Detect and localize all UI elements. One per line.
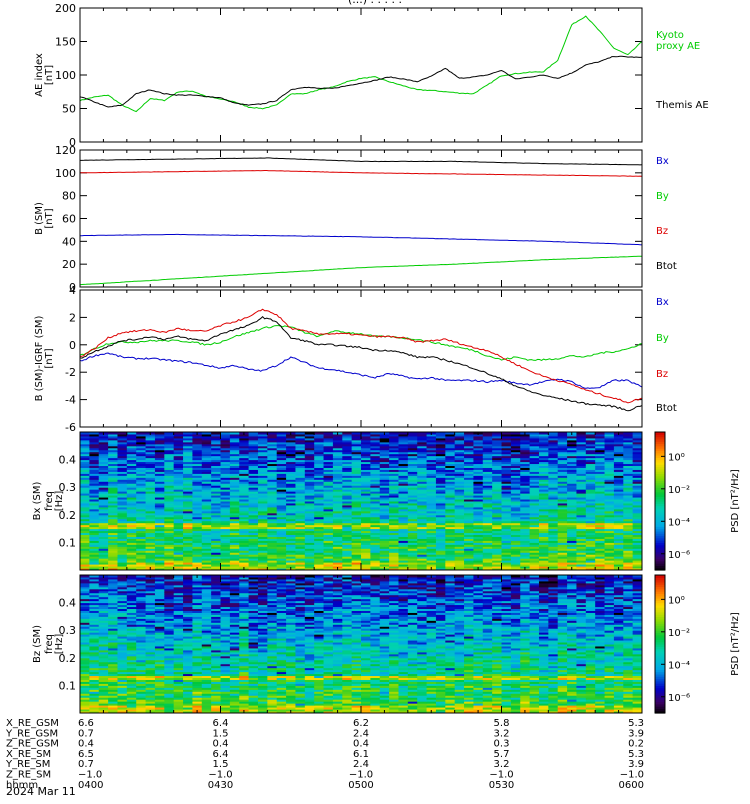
y-tick-label: -6 [65,421,76,434]
y-tick-label: 100 [55,69,76,82]
colorbar-tick-label: 10⁻⁶ [668,550,690,561]
legend-entry: By [656,333,669,344]
y-tick-label: 0.4 [59,454,77,467]
y-tick-label: 0.4 [59,597,77,610]
y-tick-label: -2 [65,366,76,379]
spectrogram-cells [80,432,643,571]
colorbar-tick-label: 10⁰ [668,452,685,463]
legend-entry: Btot [656,261,677,272]
bz-spectrogram-panel: 0.10.20.30.4Bz (SM)freq[Hz]10⁰10⁻²10⁻⁴10… [32,575,741,714]
panel-frame [80,150,642,287]
y-tick-label: 80 [62,190,76,203]
y-tick-label: -4 [65,394,76,407]
legend-entry: By [656,191,669,202]
panel-frame [80,290,642,427]
series-group [80,309,642,411]
y-axis-unit: [nT] [44,65,55,85]
series-line-bx [80,353,642,388]
colorbar-tick-label: 10⁻⁴ [668,517,690,528]
series-line-btot [80,158,642,165]
colorbar-label: PSD [nT²/Hz] [730,469,741,533]
y-tick-label: 0.1 [59,536,77,549]
legend-entry: proxy AE [656,41,700,52]
y-axis-unit: [nT] [44,348,55,368]
series-line-bz [80,309,642,403]
y-axis-unit: [nT] [44,208,55,228]
top-title: (...) . . . . . [348,0,402,6]
series-line-by [80,326,642,361]
y-tick-label: 2 [69,311,76,324]
legend-entry: Bz [656,369,668,380]
y-axis-unit: [Hz] [54,491,65,512]
series-line-bz [80,171,642,177]
legend-entry: Bx [656,156,669,167]
y-tick-label: 150 [55,36,76,49]
y-tick-label: 0 [69,339,76,352]
y-axis-unit: [Hz] [54,634,65,655]
series-line-bx [80,234,642,245]
spectrogram-cells [80,575,643,714]
series-group [80,158,642,285]
bx-spectrogram-panel: 0.10.20.30.4Bx (SM)freq[Hz]10⁰10⁻²10⁻⁴10… [32,432,741,571]
y-tick-label: 50 [62,103,76,116]
colorbar-tick-label: 10⁻² [668,485,690,496]
y-tick-label: 4 [69,284,76,297]
y-tick-label: 20 [62,258,76,271]
legend-entry: Bz [656,226,668,237]
y-tick-label: 120 [55,144,76,157]
series-line-btot [80,317,642,411]
y-tick-label: 40 [62,235,76,248]
series-group [80,16,642,111]
y-axis-label: Bz (SM) [32,625,43,663]
y-tick-label: 200 [55,2,76,15]
series-line-themis-ae [80,56,642,107]
legend-entry: Themis AE [655,100,709,111]
y-tick-label: 100 [55,167,76,180]
legend-entry: Bx [656,297,669,308]
y-tick-label: 60 [62,213,76,226]
legend-entry: Btot [656,403,677,414]
legend-entry: Kyoto [656,30,684,41]
y-tick-label: 0.1 [59,679,77,692]
panel-frame [80,8,642,142]
series-line-kyoto-proxy-ae [80,16,642,111]
y-axis-label: Bx (SM) [32,482,43,521]
